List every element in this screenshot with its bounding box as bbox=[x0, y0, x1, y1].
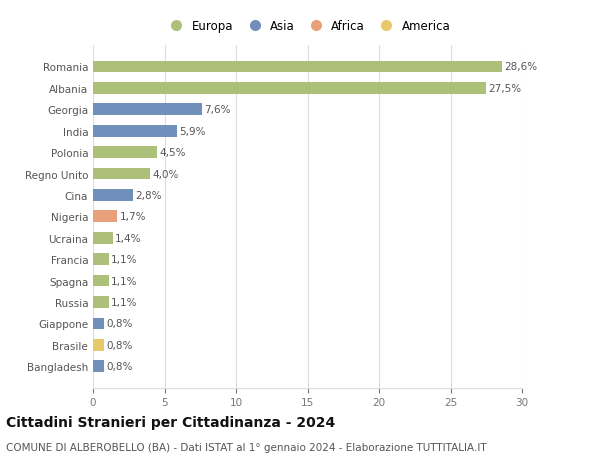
Bar bbox=[93, 104, 202, 116]
Text: 1,4%: 1,4% bbox=[115, 233, 142, 243]
Text: 4,5%: 4,5% bbox=[160, 148, 186, 158]
Text: Cittadini Stranieri per Cittadinanza - 2024: Cittadini Stranieri per Cittadinanza - 2… bbox=[6, 415, 335, 429]
Bar bbox=[93, 83, 486, 95]
Text: 1,7%: 1,7% bbox=[119, 212, 146, 222]
Text: 28,6%: 28,6% bbox=[504, 62, 537, 73]
Bar bbox=[93, 361, 104, 372]
Bar bbox=[93, 168, 150, 180]
Bar bbox=[93, 275, 109, 287]
Legend: Europa, Asia, Africa, America: Europa, Asia, Africa, America bbox=[162, 17, 453, 35]
Bar bbox=[93, 62, 502, 73]
Text: 4,0%: 4,0% bbox=[152, 169, 179, 179]
Text: COMUNE DI ALBEROBELLO (BA) - Dati ISTAT al 1° gennaio 2024 - Elaborazione TUTTIT: COMUNE DI ALBEROBELLO (BA) - Dati ISTAT … bbox=[6, 442, 487, 452]
Bar bbox=[93, 147, 157, 159]
Text: 1,1%: 1,1% bbox=[111, 276, 137, 286]
Text: 0,8%: 0,8% bbox=[107, 319, 133, 329]
Bar bbox=[93, 318, 104, 330]
Text: 0,8%: 0,8% bbox=[107, 340, 133, 350]
Text: 0,8%: 0,8% bbox=[107, 361, 133, 371]
Text: 1,1%: 1,1% bbox=[111, 297, 137, 308]
Text: 7,6%: 7,6% bbox=[204, 105, 230, 115]
Bar bbox=[93, 254, 109, 265]
Bar bbox=[93, 297, 109, 308]
Text: 5,9%: 5,9% bbox=[179, 126, 206, 136]
Bar bbox=[93, 211, 118, 223]
Text: 27,5%: 27,5% bbox=[488, 84, 521, 94]
Text: 2,8%: 2,8% bbox=[135, 190, 161, 201]
Bar bbox=[93, 339, 104, 351]
Text: 1,1%: 1,1% bbox=[111, 255, 137, 264]
Bar bbox=[93, 190, 133, 202]
Bar bbox=[93, 126, 178, 137]
Bar bbox=[93, 232, 113, 244]
